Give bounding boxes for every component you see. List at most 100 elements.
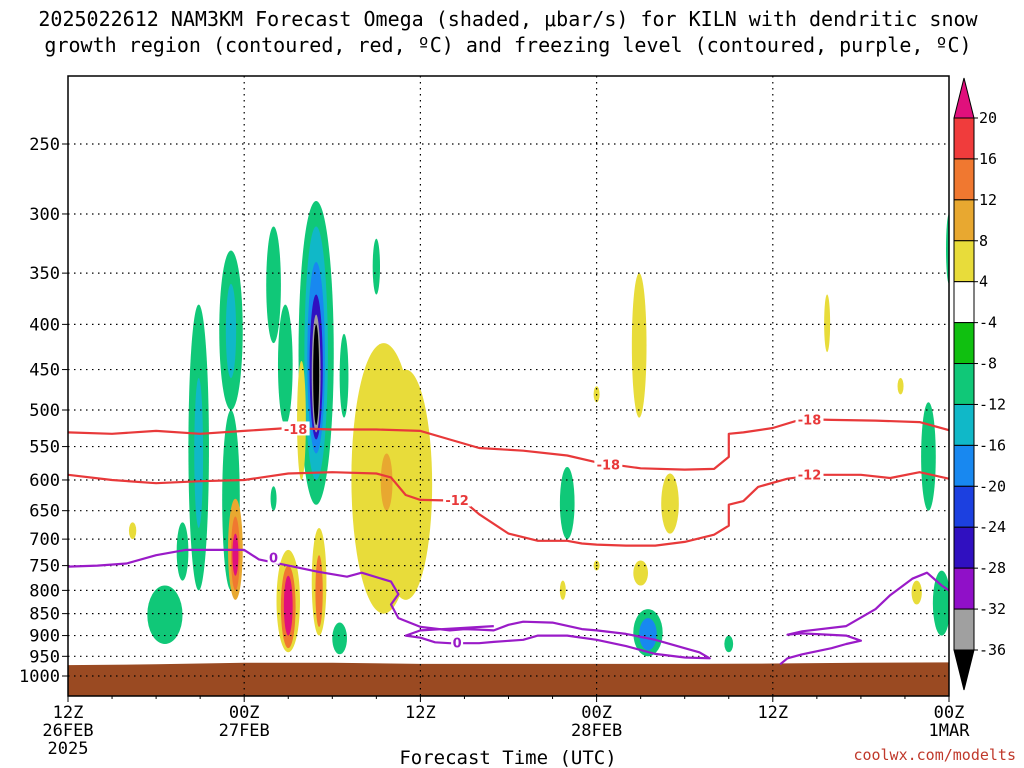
colorbar-label: -20 <box>979 477 1006 495</box>
omega-cell <box>559 580 566 600</box>
x-tick-label: 27FEB <box>219 721 270 741</box>
plot-area: -18 -18 -18 -12 -12 0 0 <box>67 75 950 697</box>
red-contour-label: -18 <box>597 458 621 473</box>
colorbar-label: -28 <box>979 559 1006 577</box>
x-tick-label: 12Z <box>53 703 84 723</box>
red-contour-label: -18 <box>284 423 308 438</box>
omega-cell <box>921 402 936 511</box>
colorbar-segment <box>953 567 975 610</box>
omega-cell <box>277 304 293 426</box>
colorbar-segment <box>953 485 975 528</box>
colorbar-label: 8 <box>979 232 988 250</box>
terrain-layer <box>68 662 949 696</box>
y-tick-label: 850 <box>29 605 60 625</box>
red-contour-line <box>68 471 949 547</box>
contour-label-bg <box>267 549 280 564</box>
omega-cell <box>631 273 647 418</box>
omega-cell <box>372 238 381 295</box>
omega-cell <box>339 333 349 418</box>
colorbar-segment <box>953 526 975 569</box>
colorbar-label: 16 <box>979 150 997 168</box>
terrain-ground <box>68 662 949 696</box>
omega-cell <box>824 294 831 353</box>
y-tick-label: 550 <box>29 438 60 458</box>
y-tick-label: 300 <box>29 205 60 225</box>
purple-contour-label: 0 <box>269 551 278 566</box>
colorbar-label: -24 <box>979 518 1006 536</box>
omega-shading-layer <box>128 200 949 657</box>
x-tick-label: 00Z <box>934 703 965 723</box>
plot-background <box>68 76 949 696</box>
colorbar-label: -4 <box>979 314 997 332</box>
y-tick-label: 450 <box>29 361 60 381</box>
colorbar-segment <box>953 608 975 651</box>
chart-title-line2: growth region (contoured, red, ºC) and f… <box>44 33 971 57</box>
omega-cell <box>194 378 204 528</box>
purple-contour-label: 0 <box>453 637 462 652</box>
purple-contour-line <box>68 548 711 660</box>
grid-layer <box>68 76 949 696</box>
red-contour-label: -12 <box>798 468 822 483</box>
contour-label-bg <box>281 421 310 436</box>
contour-label-bg <box>795 411 824 426</box>
y-tick-label: 1000 <box>19 667 60 687</box>
omega-cell <box>724 635 734 653</box>
omega-cell <box>266 226 281 344</box>
omega-cell <box>633 560 648 586</box>
omega-cell <box>315 555 323 627</box>
colorbar-segment <box>953 117 975 160</box>
y-axis: 2503003504004505005506006507007508008509… <box>19 135 68 687</box>
x-tick-label: 1MAR <box>929 721 971 741</box>
colorbar-label: -12 <box>979 395 1006 413</box>
colorbar-label: -32 <box>979 600 1006 618</box>
chart-title-line1: 2025022612 NAM3KM Forecast Omega (shaded… <box>38 7 978 31</box>
omega-cell <box>559 466 575 540</box>
omega-cell <box>911 580 922 605</box>
omega-cell <box>297 360 306 480</box>
colorbar-label: -16 <box>979 436 1006 454</box>
omega-cell <box>313 324 320 426</box>
y-tick-label: 600 <box>29 471 60 491</box>
y-tick-label: 750 <box>29 557 60 577</box>
y-tick-label: 500 <box>29 401 60 421</box>
omega-cell <box>332 622 347 655</box>
colorbar: 20 16 12 8 4 -4 -8 -12 -16 -20 -24 -28 -32 -36 <box>953 77 1006 691</box>
omega-cell <box>897 378 904 395</box>
red-contour-label: -18 <box>798 413 822 428</box>
omega-cell <box>270 486 277 511</box>
x-tick-label: 2025 <box>48 739 89 759</box>
purple-contour-line <box>779 571 949 666</box>
contour-label-bg <box>795 466 824 481</box>
omega-cell <box>232 533 239 576</box>
omega-cell <box>661 473 679 534</box>
y-tick-label: 900 <box>29 627 60 647</box>
colorbar-segment <box>953 281 975 324</box>
colorbar-segment <box>953 158 975 201</box>
x-axis-title: Forecast Time (UTC) <box>399 747 616 768</box>
contour-layer: -18 -18 -18 -12 -12 0 0 <box>68 411 949 666</box>
colorbar-label: 12 <box>979 191 997 209</box>
omega-cell <box>147 585 183 645</box>
colorbar-segment <box>953 199 975 242</box>
red-contour-label: -12 <box>445 494 469 509</box>
y-tick-label: 950 <box>29 647 60 667</box>
colorbar-segment <box>953 240 975 283</box>
omega-cell <box>379 369 433 600</box>
colorbar-bottom-triangle <box>953 649 975 691</box>
x-tick-label: 26FEB <box>42 721 93 741</box>
contour-label-bg <box>594 456 623 471</box>
colorbar-label: 4 <box>979 273 988 291</box>
omega-cell <box>225 283 237 379</box>
x-tick-label: 12Z <box>405 703 436 723</box>
omega-cell <box>639 618 657 651</box>
y-tick-label: 250 <box>29 135 60 155</box>
colorbar-segment <box>953 403 975 446</box>
x-tick-label: 12Z <box>757 703 788 723</box>
y-tick-label: 800 <box>29 581 60 601</box>
contour-label-bg <box>451 635 464 650</box>
x-tick-label: 28FEB <box>571 721 622 741</box>
colorbar-label: -36 <box>979 641 1006 659</box>
colorbar-label: -8 <box>979 355 997 373</box>
contour-label-bg <box>443 492 472 507</box>
